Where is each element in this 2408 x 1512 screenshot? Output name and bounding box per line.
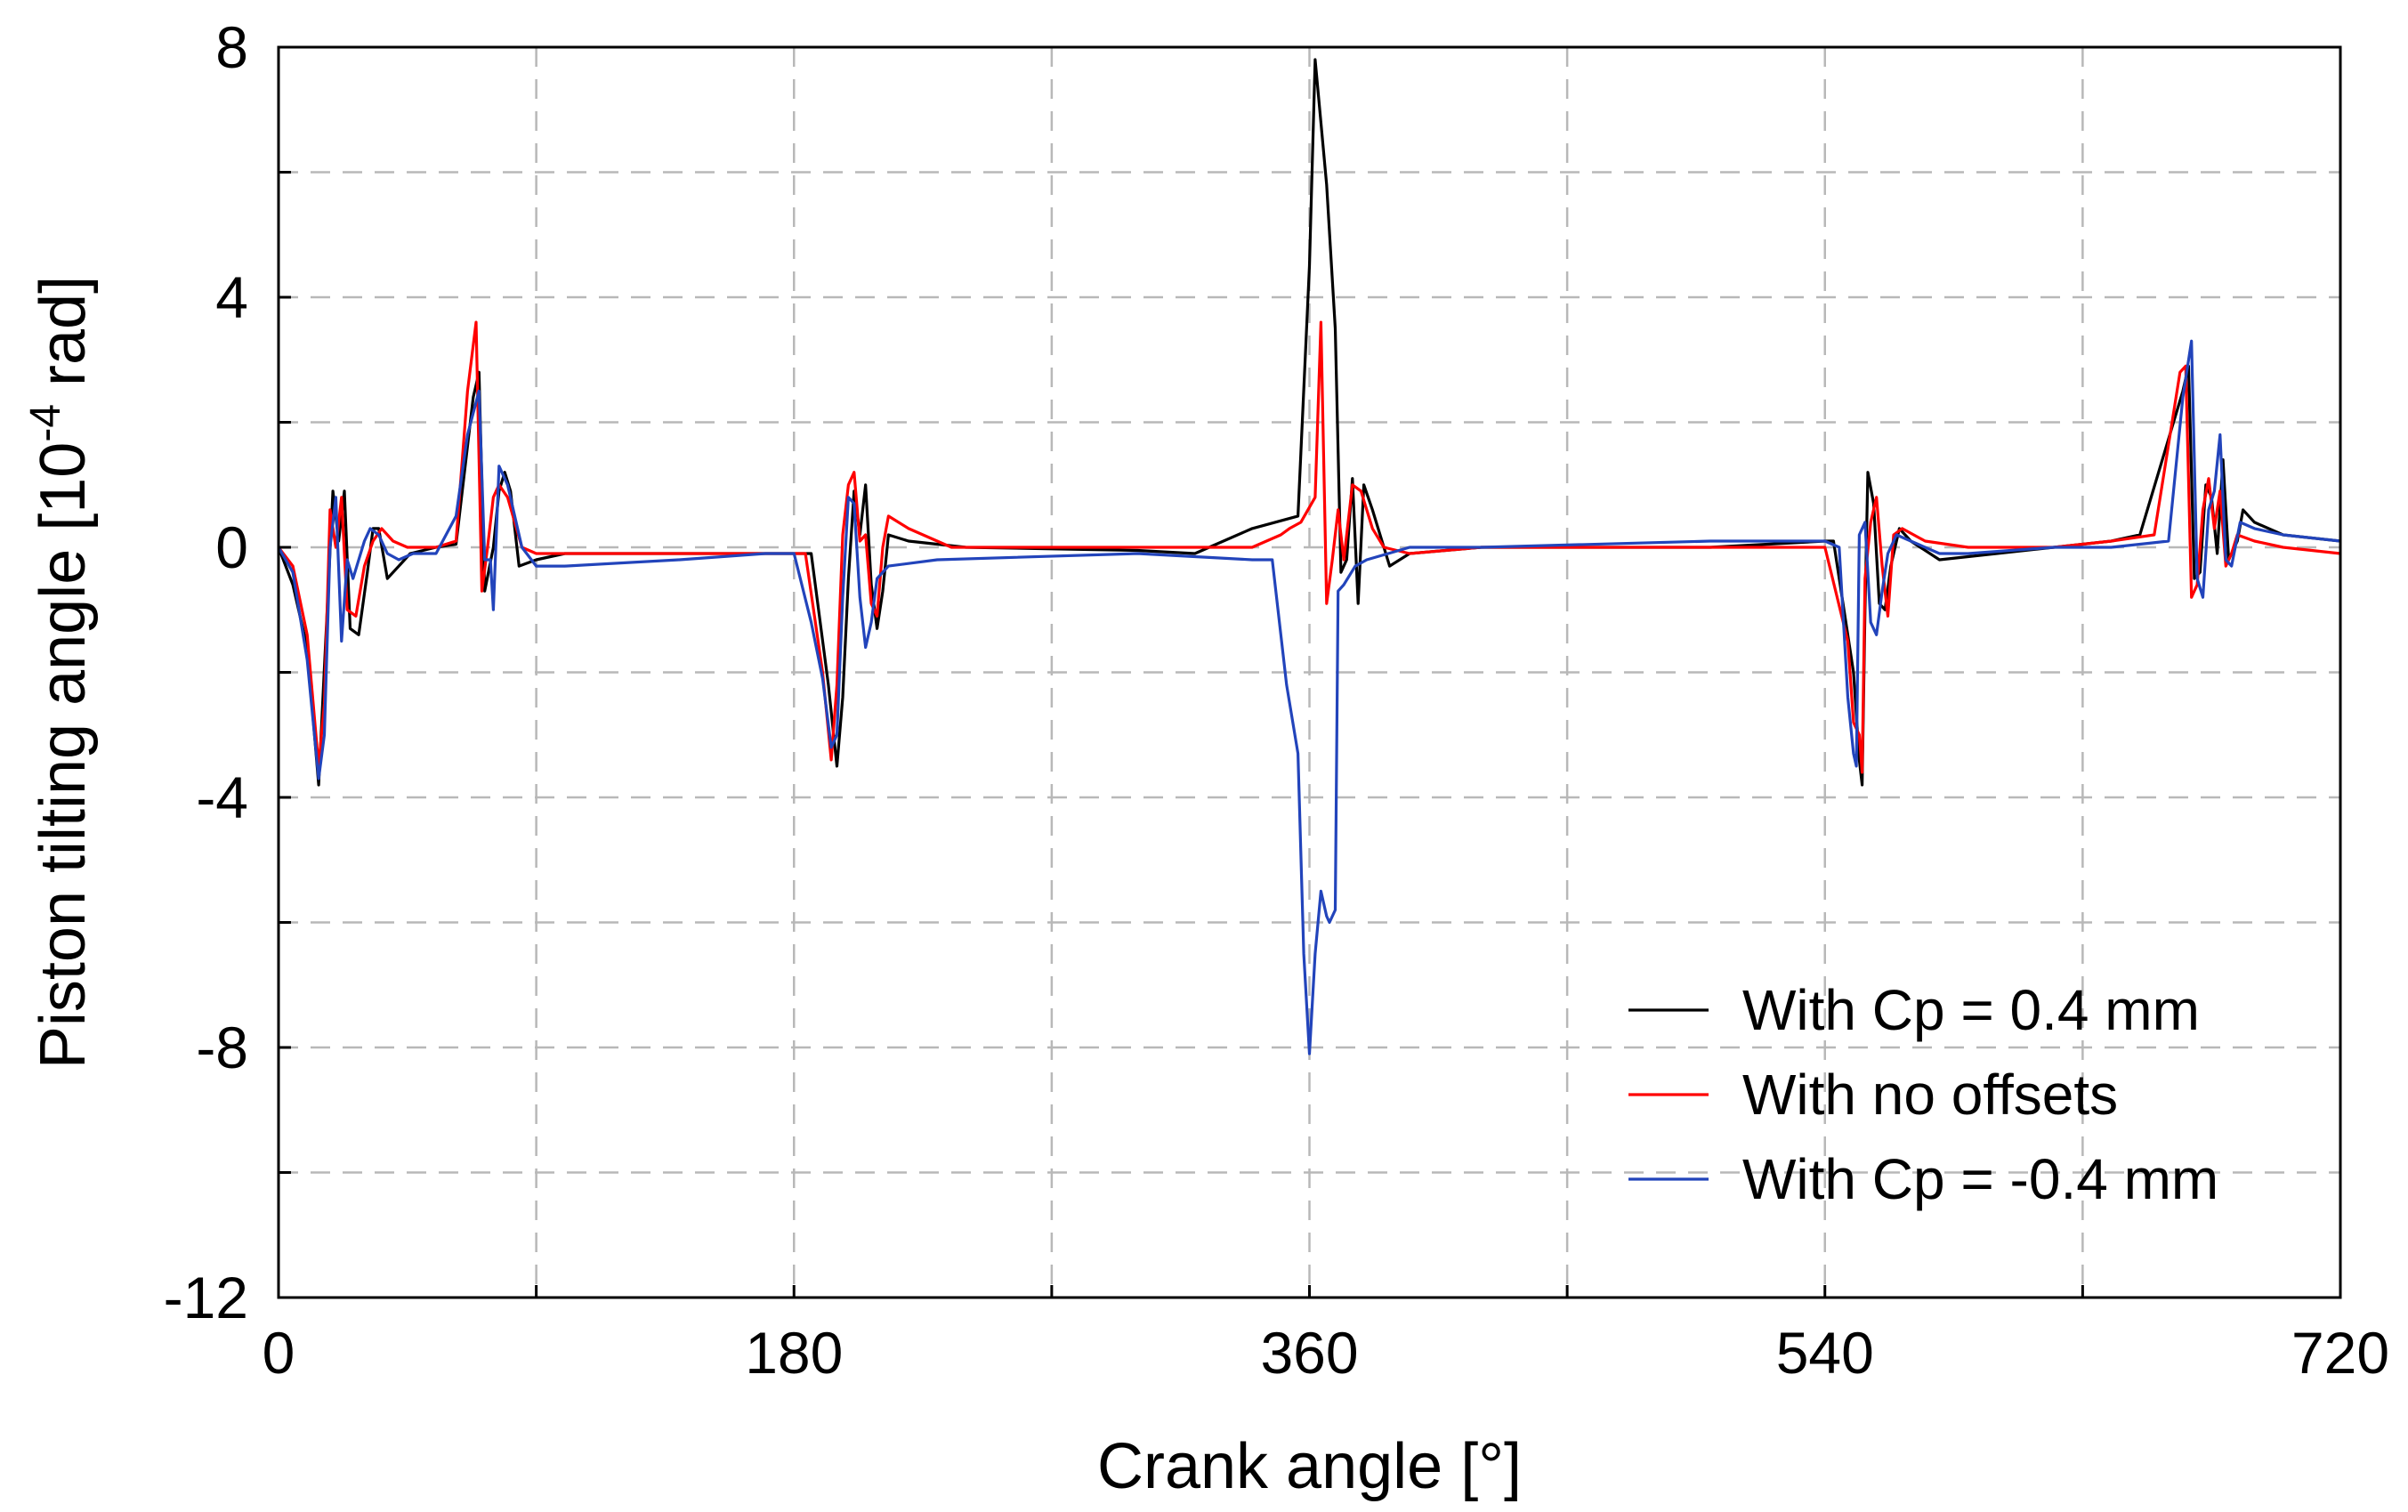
legend-label-with-cp-0-4-mm: With Cp = -0.4 mm	[1742, 1147, 2218, 1211]
y-axis-title-unit: rad]	[28, 276, 99, 404]
y-tick-label-12: -12	[164, 1265, 248, 1330]
y-axis-title-exponent: -4	[22, 404, 69, 442]
series-line-with-no-offsets	[277, 320, 2341, 774]
grid	[279, 47, 2340, 1298]
x-tick-label-720: 720	[2291, 1320, 2389, 1386]
y-axis-title: Piston tilting angle [10-4 rad]	[22, 276, 99, 1069]
x-tick-label-0: 0	[263, 1320, 295, 1386]
y-tick-label-4: 4	[215, 264, 248, 330]
x-tick-label-180: 180	[745, 1320, 843, 1386]
series-lines	[277, 58, 2341, 1055]
y-tick-label-8: 8	[215, 14, 248, 80]
legend: With Cp = 0.4 mm With no offsets With Cp =…	[1628, 978, 2218, 1211]
y-tick-label-0: 0	[215, 514, 248, 580]
tick-labels: 0 180 360 540 720 -12 -8 -4 0 4 8	[164, 14, 2389, 1386]
y-tick-label-8: -8	[196, 1015, 248, 1080]
y-axis-title-main: Piston tilting angle [10	[28, 442, 99, 1069]
series-line-with-cp-0-4-mm	[277, 339, 2341, 1055]
y-tick-label-4: -4	[196, 764, 248, 830]
x-axis-title: Crank angle [°]	[1097, 1431, 1522, 1502]
legend-label-with-no-offsets: With no offsets	[1742, 1063, 2118, 1127]
legend-label-with-cp-0-4-mm: With Cp = 0.4 mm	[1742, 978, 2200, 1042]
axis-ticks	[277, 45, 2342, 1299]
x-tick-label-360: 360	[1260, 1320, 1358, 1386]
x-tick-label-540: 540	[1776, 1320, 1874, 1386]
